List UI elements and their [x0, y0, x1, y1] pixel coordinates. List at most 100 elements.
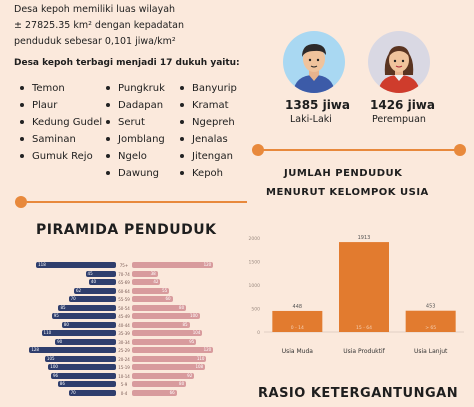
- hamlet-item: Temon: [20, 80, 105, 97]
- bullet-icon: [106, 86, 110, 90]
- hamlets-heading: Desa kepoh terbagi menjadi 17 dukuh yait…: [14, 58, 240, 68]
- bar-range-label: 15 - 64: [356, 325, 372, 331]
- bullet-icon: [20, 154, 24, 158]
- bar-range-label: > 65: [425, 325, 436, 331]
- pyramid-value-male: 96: [53, 372, 59, 378]
- pyramid-bar-male: 85: [58, 304, 116, 311]
- hamlet-item: Ngepreh: [180, 114, 255, 131]
- pyramid-age-label: 55-59: [118, 297, 130, 302]
- hamlet-item: Jenalas: [180, 131, 255, 148]
- pyramid-value-female: 80: [179, 381, 185, 386]
- x-category-label: Usia Lanjut: [414, 348, 448, 355]
- hamlet-name: Temon: [32, 83, 65, 94]
- hamlet-item: Gumuk Rejo: [20, 148, 105, 165]
- female-count: 1426 jiwa: [370, 98, 435, 112]
- pyramid-bar-male: 40: [88, 279, 116, 285]
- age-bar: [272, 310, 323, 332]
- pyramid-bar-female: 110: [132, 355, 207, 362]
- pyramid-value-female: 120: [203, 262, 212, 267]
- hamlet-list-col2: Pungkruk Dadapan Serut Jomblang Ngelo Dawung: [106, 80, 181, 182]
- pyramid-value-male: 105: [46, 355, 55, 361]
- divider-dot-left: [15, 196, 27, 208]
- hamlet-name: Kedung Gudel: [32, 117, 103, 128]
- y-tick-label: 500: [251, 307, 260, 313]
- divider-line-right: [262, 149, 458, 151]
- bullet-icon: [20, 120, 24, 124]
- pyramid-value-male: 90: [57, 338, 63, 344]
- age-group-bar-chart: 2000 1500 1000 500 0 448 0 - 14 Usia Muda 1913 15…: [249, 235, 464, 355]
- y-tick-label: 2000: [249, 236, 261, 242]
- hamlet-item: Saminan: [20, 131, 105, 148]
- male-label: Laki-Laki: [290, 114, 332, 125]
- pyramid-value-female: 85: [182, 321, 188, 327]
- bullet-icon: [180, 154, 184, 158]
- intro-paragraph: Desa kepoh memiliki luas wilayah ± 27825…: [14, 2, 244, 50]
- bullet-icon: [180, 86, 184, 90]
- pyramid-bar-female: 80: [132, 304, 187, 311]
- hamlet-name: Ngepreh: [192, 117, 235, 128]
- hamlet-name: Dawung: [118, 168, 160, 179]
- pyramid-value-female: 95: [189, 338, 195, 344]
- hamlet-item: Kedung Gudel: [20, 114, 105, 131]
- hamlet-item: Ngelo: [106, 148, 181, 165]
- pyramid-age-label: 10-14: [118, 373, 130, 379]
- hamlet-item: Pungkruk: [106, 80, 181, 97]
- pyramid-value-male: 95: [53, 313, 59, 318]
- pyramid-value-female: 38: [150, 270, 156, 276]
- pyramid-bar-female: 92: [132, 372, 195, 379]
- pyramid-bar-female: 85: [132, 321, 190, 328]
- hamlet-name: Jomblang: [118, 134, 165, 145]
- pyramid-bar-male: 100: [48, 364, 116, 370]
- divider-dot-right-a: [252, 144, 264, 156]
- pyramid-age-label: 65-69: [118, 280, 130, 285]
- pyramid-value-female: 80: [179, 304, 185, 310]
- age-chart-title-2: MENURUT KELOMPOK USIA: [266, 187, 429, 198]
- pyramid-age-label: 60-64: [118, 288, 130, 294]
- pyramid-age-label: 30-34: [118, 339, 130, 345]
- pyramid-title: PIRAMIDA PENDUDUK: [36, 222, 217, 238]
- pyramid-value-female: 66: [169, 389, 175, 395]
- male-count: 1385 jiwa: [285, 98, 350, 112]
- pyramid-age-label: 40-44: [118, 322, 130, 328]
- pyramid-value-male: 128: [31, 347, 39, 352]
- pyramid-bar-male: 70: [68, 296, 116, 302]
- y-tick-label: 0: [257, 330, 260, 336]
- hamlet-item: Serut: [106, 114, 181, 131]
- pyramid-age-label: 25-29: [118, 348, 130, 353]
- bullet-icon: [180, 103, 184, 107]
- y-tick-label: 1500: [249, 260, 261, 266]
- pyramid-bar-male: 105: [44, 355, 116, 362]
- x-category-label: Usia Muda: [282, 348, 314, 355]
- pyramid-age-label: 50-54: [118, 305, 130, 311]
- pyramid-bar-male: 45: [85, 270, 116, 277]
- pyramid-bar-male: 95: [51, 313, 116, 319]
- bar-value-label: 453: [426, 304, 436, 310]
- pyramid-bar-female: 38: [132, 270, 158, 277]
- pyramid-value-female: 92: [187, 372, 193, 378]
- bullet-icon: [106, 103, 110, 107]
- hamlet-name: Saminan: [32, 134, 76, 145]
- pyramid-value-male: 118: [38, 262, 46, 267]
- pyramid-bar-male: 86: [57, 381, 116, 387]
- hamlet-item: Kramat: [180, 97, 255, 114]
- pyramid-value-male: 40: [90, 279, 97, 284]
- population-pyramid: 118 120 75+ 45 38 70-74 40 42 65-69 62 55 60-64 70 60…: [26, 262, 236, 402]
- hamlet-item: Dawung: [106, 165, 181, 182]
- x-category-label: Usia Produktif: [343, 348, 385, 355]
- intro-line-1: Desa kepoh memiliki luas wilayah: [14, 4, 176, 15]
- pyramid-value-female: 55: [162, 287, 168, 293]
- hamlet-name: Serut: [118, 117, 145, 128]
- intro-line-3: penduduk sebesar 0,101 jiwa/km²: [14, 36, 176, 47]
- pyramid-bar-female: 66: [132, 389, 177, 396]
- pyramid-bar-female: 55: [132, 287, 170, 294]
- pyramid-value-male: 45: [87, 270, 93, 276]
- divider-line-left: [27, 201, 247, 203]
- bar-value-label: 1913: [358, 235, 371, 241]
- pyramid-value-female: 60: [165, 296, 171, 301]
- hamlet-item: Banyurip: [180, 80, 255, 97]
- hamlet-name: Plaur: [32, 100, 58, 111]
- bullet-icon: [20, 103, 24, 107]
- hamlet-name: Jitengan: [192, 151, 233, 162]
- hamlet-name: Pungkruk: [118, 83, 165, 94]
- hamlet-list-col1: Temon Plaur Kedung Gudel Saminan Gumuk Rejo: [20, 80, 105, 165]
